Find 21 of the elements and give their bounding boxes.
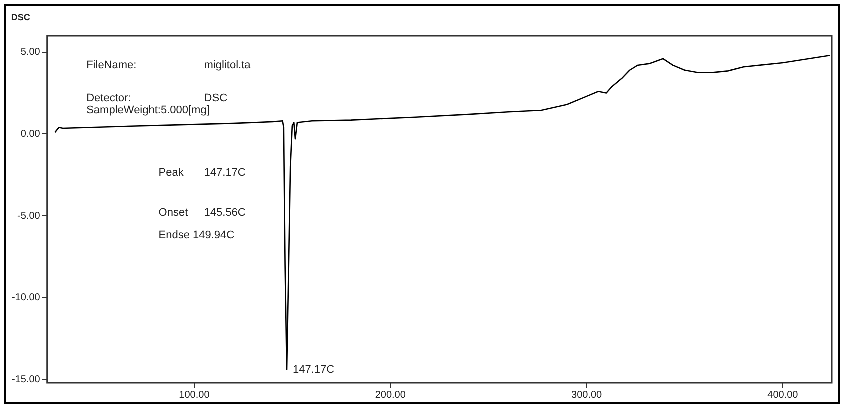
annotation: Endse 149.94C (158, 230, 235, 242)
annotation: miglitol.ta (204, 60, 252, 72)
x-tick-label: 100.00 (179, 390, 210, 401)
y-tick-label: -5.00 (18, 210, 41, 222)
y-tick-label: 5.00 (20, 47, 41, 58)
y-tick-label: -10.00 (12, 292, 41, 304)
annotation: Peak (158, 167, 184, 180)
y-tick-label: 0.00 (20, 128, 41, 140)
x-tick-label: 200.00 (375, 390, 406, 401)
x-tick-label: 300.00 (572, 390, 603, 401)
y-tick-label: -15.00 (12, 374, 41, 386)
annotation: 147.17C (293, 364, 335, 376)
annotation: DSC (204, 92, 228, 104)
annotation: 145.56C (204, 207, 246, 219)
annotation: Detector: (86, 92, 132, 104)
annotation: Onset (158, 207, 188, 219)
x-tick-label: 400.00 (768, 390, 799, 401)
y-axis-title: DSC (11, 12, 31, 22)
annotation: FileName: (86, 60, 137, 72)
annotation: 147.17C (204, 167, 246, 180)
annotation: SampleWeight:5.000[mg] (86, 104, 210, 117)
